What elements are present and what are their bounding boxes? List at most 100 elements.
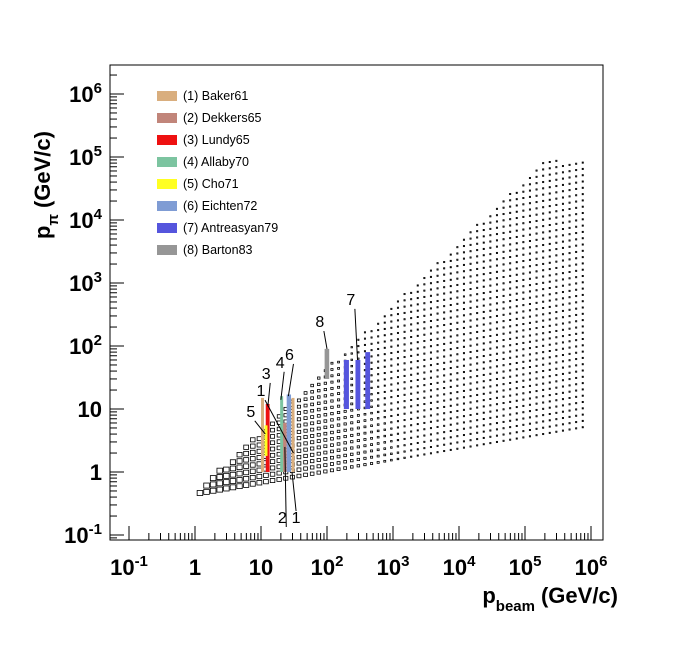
histogram-cell (350, 352, 353, 355)
histogram-cell (535, 333, 538, 336)
histogram-cell (396, 382, 399, 385)
histogram-cell (376, 435, 380, 439)
histogram-cell (502, 206, 505, 209)
experiment-bands-layer (261, 348, 371, 472)
histogram-cell (456, 258, 459, 261)
histogram-cell (555, 329, 558, 332)
histogram-cell (555, 355, 558, 358)
histogram-cell (522, 348, 525, 351)
histogram-cell (370, 380, 373, 383)
histogram-cell (456, 409, 459, 412)
histogram-cell (555, 159, 558, 162)
histogram-cell (429, 395, 432, 398)
histogram-cell (303, 416, 308, 420)
histogram-cell (396, 325, 399, 328)
histogram-cell (356, 420, 360, 424)
histogram-cell (568, 403, 571, 406)
histogram-cell (528, 246, 531, 249)
histogram-cell (542, 332, 545, 335)
histogram-cell (509, 281, 512, 284)
histogram-cell (528, 202, 531, 205)
histogram-cell (522, 310, 525, 313)
histogram-cell (390, 446, 393, 449)
histogram-cell (542, 338, 545, 341)
histogram-cell (310, 421, 315, 426)
histogram-cell (509, 192, 512, 195)
histogram-cell (489, 328, 492, 331)
histogram-cell (542, 313, 545, 316)
histogram-cell (561, 372, 564, 375)
histogram-cell (482, 443, 485, 446)
histogram-cell (581, 174, 584, 177)
histogram-cell (423, 340, 426, 343)
histogram-cell (323, 431, 328, 436)
histogram-cell (343, 422, 347, 426)
histogram-cell (469, 388, 472, 391)
histogram-cell (410, 443, 413, 446)
histogram-cell (522, 354, 525, 357)
histogram-cell (482, 411, 485, 414)
histogram-cell (250, 443, 256, 449)
histogram-cell (410, 298, 413, 301)
histogram-cell (522, 404, 525, 407)
histogram-cell (390, 358, 393, 361)
histogram-cell (416, 397, 419, 400)
histogram-cell (515, 273, 518, 276)
histogram-cell (568, 384, 571, 387)
histogram-cell (370, 418, 373, 421)
histogram-cell (303, 447, 308, 452)
histogram-cell (528, 372, 531, 375)
histogram-cell (502, 326, 505, 329)
histogram-cell (396, 451, 400, 454)
histogram-cell (350, 440, 354, 444)
histogram-cell (350, 390, 354, 393)
histogram-cell (249, 481, 256, 487)
histogram-cell (515, 424, 518, 427)
legend-swatch-7 (157, 223, 177, 233)
histogram-cell (310, 427, 315, 432)
histogram-cell (509, 419, 512, 422)
histogram-cell (555, 241, 558, 244)
histogram-cell (236, 458, 243, 464)
histogram-cell (515, 399, 518, 402)
histogram-cell (515, 267, 518, 270)
histogram-cell (555, 235, 558, 238)
histogram-cell (456, 340, 459, 343)
histogram-cell (370, 411, 373, 415)
legend-label-1: (1) Baker61 (183, 89, 248, 103)
y-tick-label-exp: 3 (94, 269, 102, 286)
histogram-cell (535, 182, 538, 185)
histogram-cell (376, 429, 380, 433)
histogram-cell (443, 412, 446, 415)
histogram-cell (482, 304, 485, 307)
histogram-cell (476, 255, 479, 258)
histogram-cell (489, 366, 492, 369)
histogram-cell (542, 395, 545, 398)
histogram-cell (575, 225, 578, 228)
histogram-cell (489, 221, 492, 224)
histogram-cell (476, 299, 479, 302)
histogram-cell (456, 435, 459, 438)
histogram-cell (370, 462, 374, 465)
histogram-cell (410, 342, 413, 345)
histogram-cell (581, 413, 584, 416)
histogram-cell (555, 285, 558, 288)
histogram-cell (528, 183, 531, 186)
histogram-cell (495, 409, 498, 412)
histogram-cell (416, 441, 419, 444)
histogram-cell (356, 432, 360, 436)
histogram-cell (370, 342, 373, 345)
histogram-cell (396, 420, 399, 423)
histogram-cell (390, 440, 393, 443)
histogram-cell (462, 396, 465, 399)
histogram-cell (548, 242, 551, 245)
y-tick-label: 10 (78, 397, 102, 422)
histogram-cell (423, 447, 426, 450)
histogram-cell (542, 281, 545, 284)
histogram-cell (296, 436, 302, 441)
histogram-cell (462, 440, 465, 443)
legend-swatch-8 (157, 245, 177, 255)
histogram-cell (555, 374, 558, 377)
histogram-cell (482, 405, 485, 408)
histogram-cell (423, 302, 426, 305)
